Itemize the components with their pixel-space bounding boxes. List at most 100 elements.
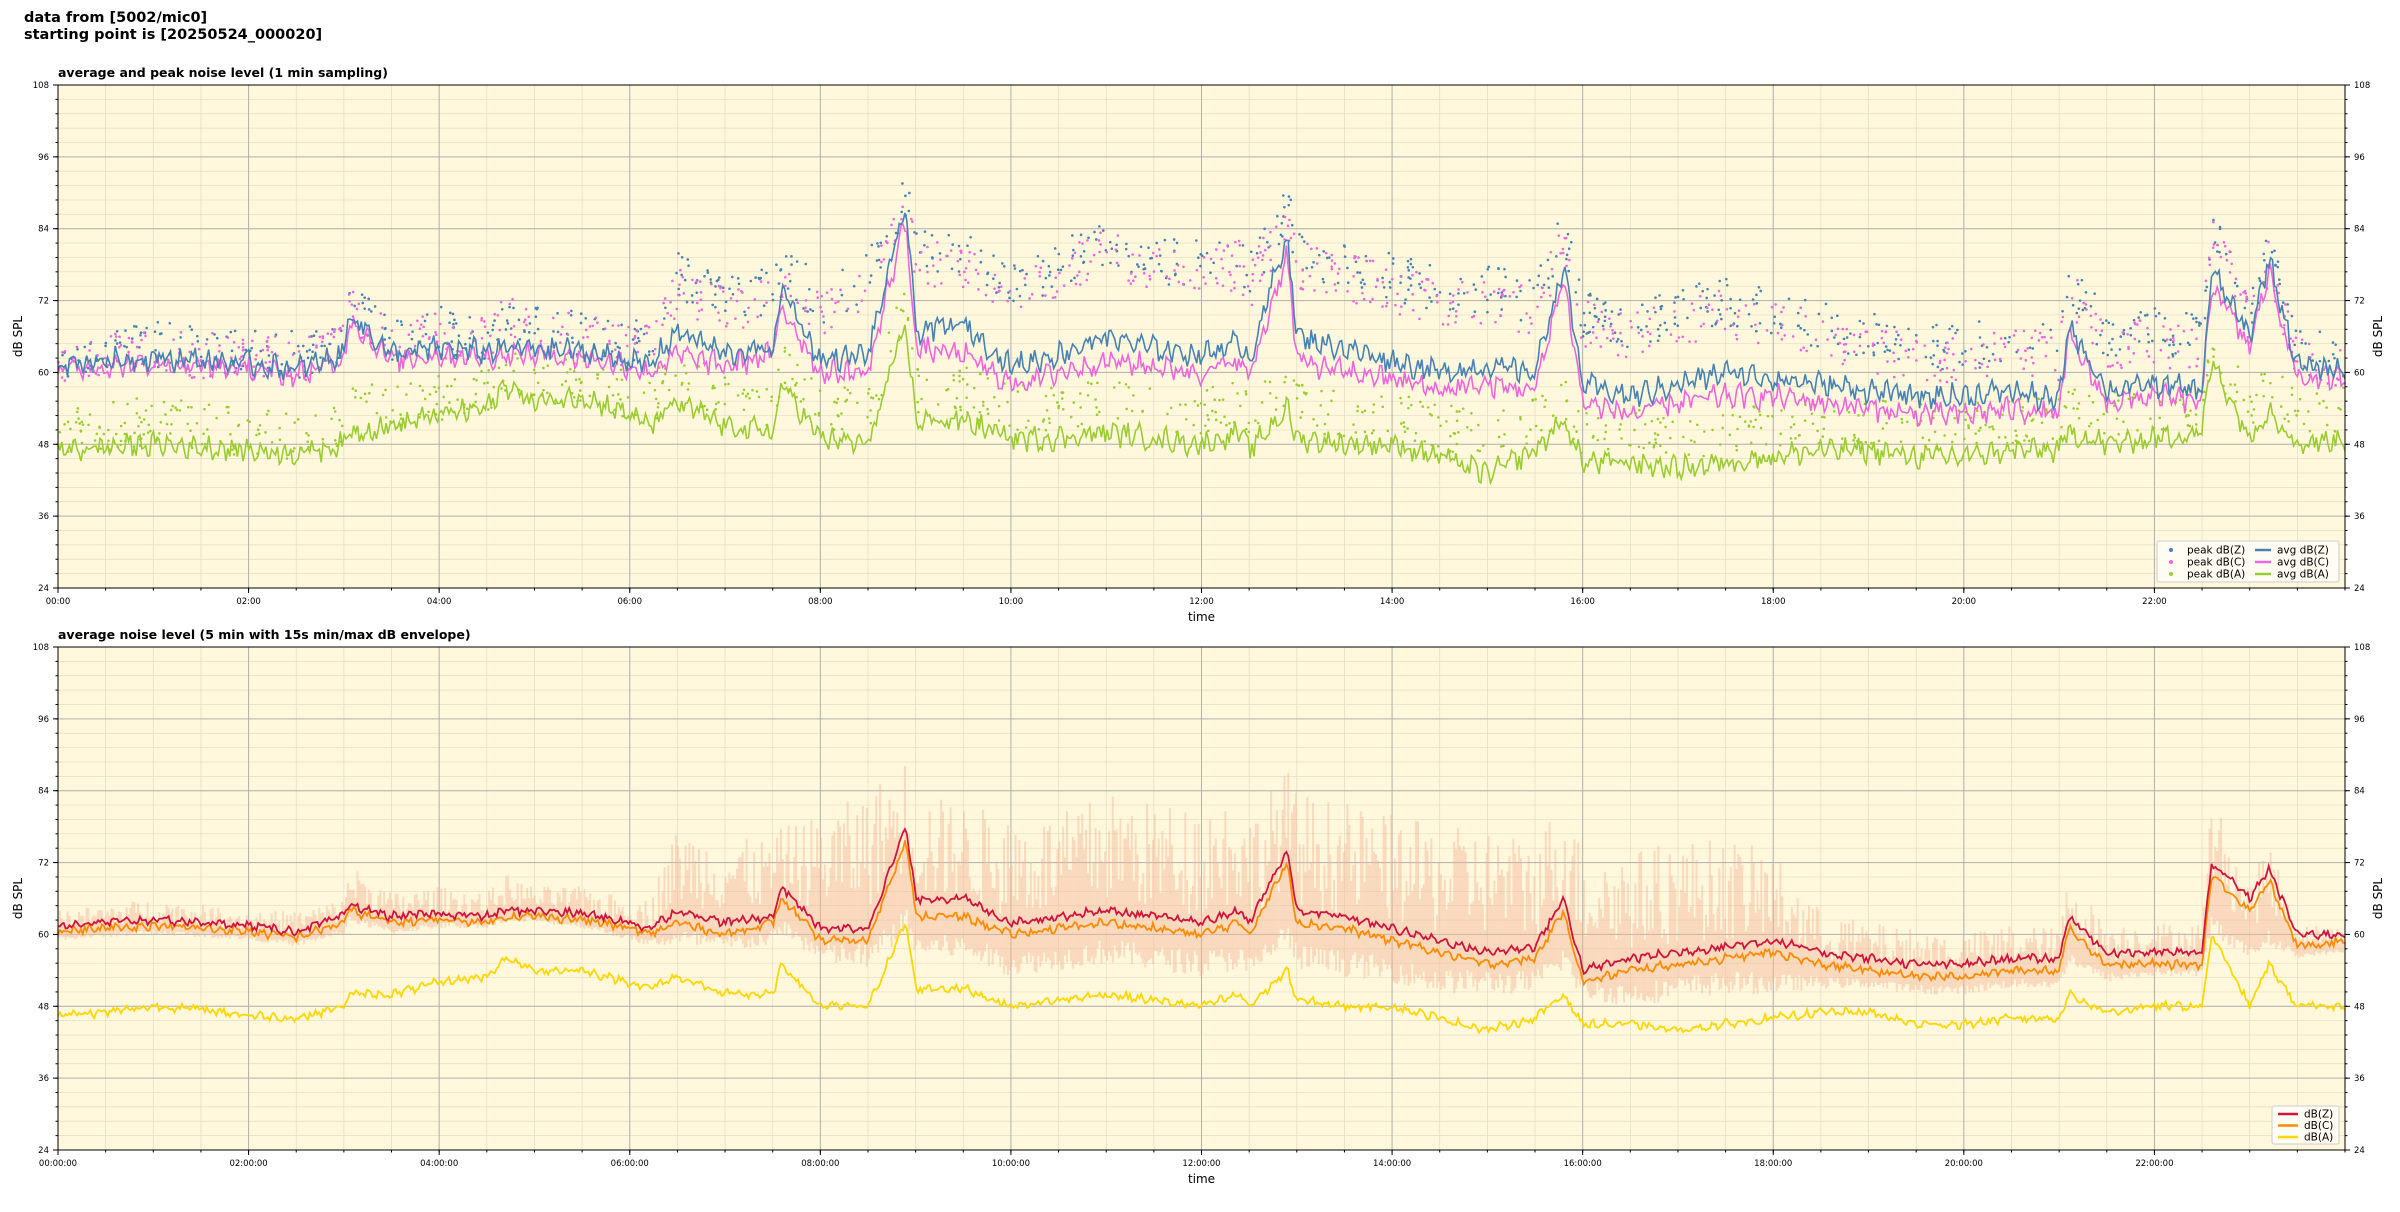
peak-point bbox=[76, 348, 79, 351]
peak-point bbox=[1824, 302, 1828, 306]
peak-point bbox=[2149, 417, 2152, 421]
peak-point bbox=[1129, 282, 1133, 285]
peak-point bbox=[1707, 303, 1711, 306]
peak-point bbox=[1780, 409, 1783, 412]
peak-point bbox=[2091, 401, 2095, 404]
peak-point bbox=[1105, 250, 1109, 254]
peak-point bbox=[61, 350, 64, 354]
peak-point bbox=[60, 376, 64, 379]
peak-point bbox=[746, 320, 750, 324]
peak-point bbox=[1124, 247, 1128, 251]
peak-point bbox=[680, 273, 683, 277]
peak-point bbox=[1300, 235, 1304, 239]
peak-point bbox=[413, 344, 417, 348]
peak-point bbox=[1155, 241, 1158, 245]
peak-point bbox=[1025, 272, 1028, 276]
peak-point bbox=[608, 342, 611, 345]
peak-point bbox=[936, 270, 939, 273]
peak-point bbox=[1353, 255, 1357, 258]
peak-point bbox=[1324, 251, 1328, 255]
peak-point bbox=[1872, 353, 1876, 357]
peak-point bbox=[1852, 439, 1855, 442]
peak-point bbox=[1205, 251, 1209, 255]
peak-point bbox=[760, 268, 764, 272]
peak-point bbox=[1346, 289, 1349, 293]
peak-point bbox=[1274, 396, 1278, 400]
peak-point bbox=[2147, 333, 2150, 336]
peak-point bbox=[1381, 305, 1384, 308]
peak-point bbox=[820, 310, 824, 313]
peak-point bbox=[1694, 340, 1698, 343]
peak-point bbox=[682, 292, 686, 295]
peak-point bbox=[1539, 264, 1543, 267]
x-tick-label: 22:00:00 bbox=[2135, 1159, 2173, 1169]
peak-point bbox=[770, 395, 773, 399]
peak-point bbox=[135, 345, 139, 349]
peak-point bbox=[1459, 277, 1462, 281]
peak-point bbox=[1269, 269, 1273, 273]
peak-point bbox=[1312, 260, 1315, 264]
peak-point bbox=[796, 301, 799, 305]
peak-point bbox=[717, 278, 720, 282]
peak-point bbox=[1256, 421, 1260, 425]
peak-point bbox=[703, 404, 706, 408]
peak-point bbox=[89, 340, 93, 344]
peak-point bbox=[1603, 319, 1607, 323]
peak-point bbox=[2283, 323, 2286, 327]
peak-point bbox=[1330, 253, 1334, 257]
peak-point bbox=[1364, 254, 1368, 258]
peak-point bbox=[1681, 289, 1685, 292]
peak-point bbox=[1969, 347, 1973, 351]
peak-point bbox=[1555, 255, 1558, 258]
peak-point bbox=[1543, 405, 1546, 409]
peak-point bbox=[1656, 339, 1660, 342]
peak-point bbox=[1266, 240, 1269, 244]
peak-point bbox=[146, 431, 150, 434]
peak-point bbox=[757, 395, 761, 399]
peak-point bbox=[2304, 342, 2307, 345]
peak-point bbox=[2050, 336, 2053, 339]
peak-point bbox=[2190, 328, 2194, 332]
peak-point bbox=[523, 329, 526, 332]
peak-point bbox=[1833, 336, 1836, 339]
y-tick-label-right: 96 bbox=[2354, 715, 2365, 725]
peak-point bbox=[2160, 428, 2164, 431]
peak-point bbox=[1982, 343, 1985, 346]
peak-point bbox=[1448, 292, 1452, 296]
peak-point bbox=[2163, 339, 2167, 343]
peak-point bbox=[1127, 279, 1130, 282]
peak-point bbox=[1803, 419, 1807, 422]
peak-point bbox=[2084, 303, 2088, 306]
peak-point bbox=[1907, 348, 1911, 351]
y-tick-label-right: 60 bbox=[2354, 368, 2365, 378]
y-axis-label-right: dB SPL bbox=[2371, 316, 2385, 358]
peak-point bbox=[1053, 247, 1057, 250]
peak-point bbox=[855, 303, 858, 306]
peak-point bbox=[2007, 340, 2010, 344]
peak-point bbox=[123, 432, 127, 436]
peak-point bbox=[1453, 432, 1457, 435]
peak-point bbox=[1325, 256, 1329, 260]
peak-point bbox=[2165, 338, 2169, 341]
peak-point bbox=[786, 287, 790, 290]
series-line-dba bbox=[57, 923, 2346, 1035]
peak-point bbox=[2067, 274, 2071, 278]
peak-point bbox=[560, 383, 564, 386]
peak-point bbox=[1006, 400, 1009, 404]
peak-point bbox=[339, 329, 343, 333]
peak-point bbox=[647, 353, 651, 357]
peak-point bbox=[795, 395, 798, 399]
peak-point bbox=[2300, 338, 2304, 341]
peak-point bbox=[925, 378, 929, 382]
peak-point bbox=[1765, 329, 1769, 332]
peak-point bbox=[1519, 284, 1523, 287]
peak-point bbox=[1604, 309, 1607, 312]
peak-point bbox=[714, 285, 717, 288]
peak-point bbox=[1182, 265, 1185, 269]
peak-point bbox=[2277, 291, 2280, 295]
peak-point bbox=[1143, 267, 1147, 270]
peak-point bbox=[196, 334, 199, 338]
peak-point bbox=[1650, 419, 1654, 423]
peak-point bbox=[1564, 380, 1568, 384]
peak-point bbox=[409, 382, 413, 385]
